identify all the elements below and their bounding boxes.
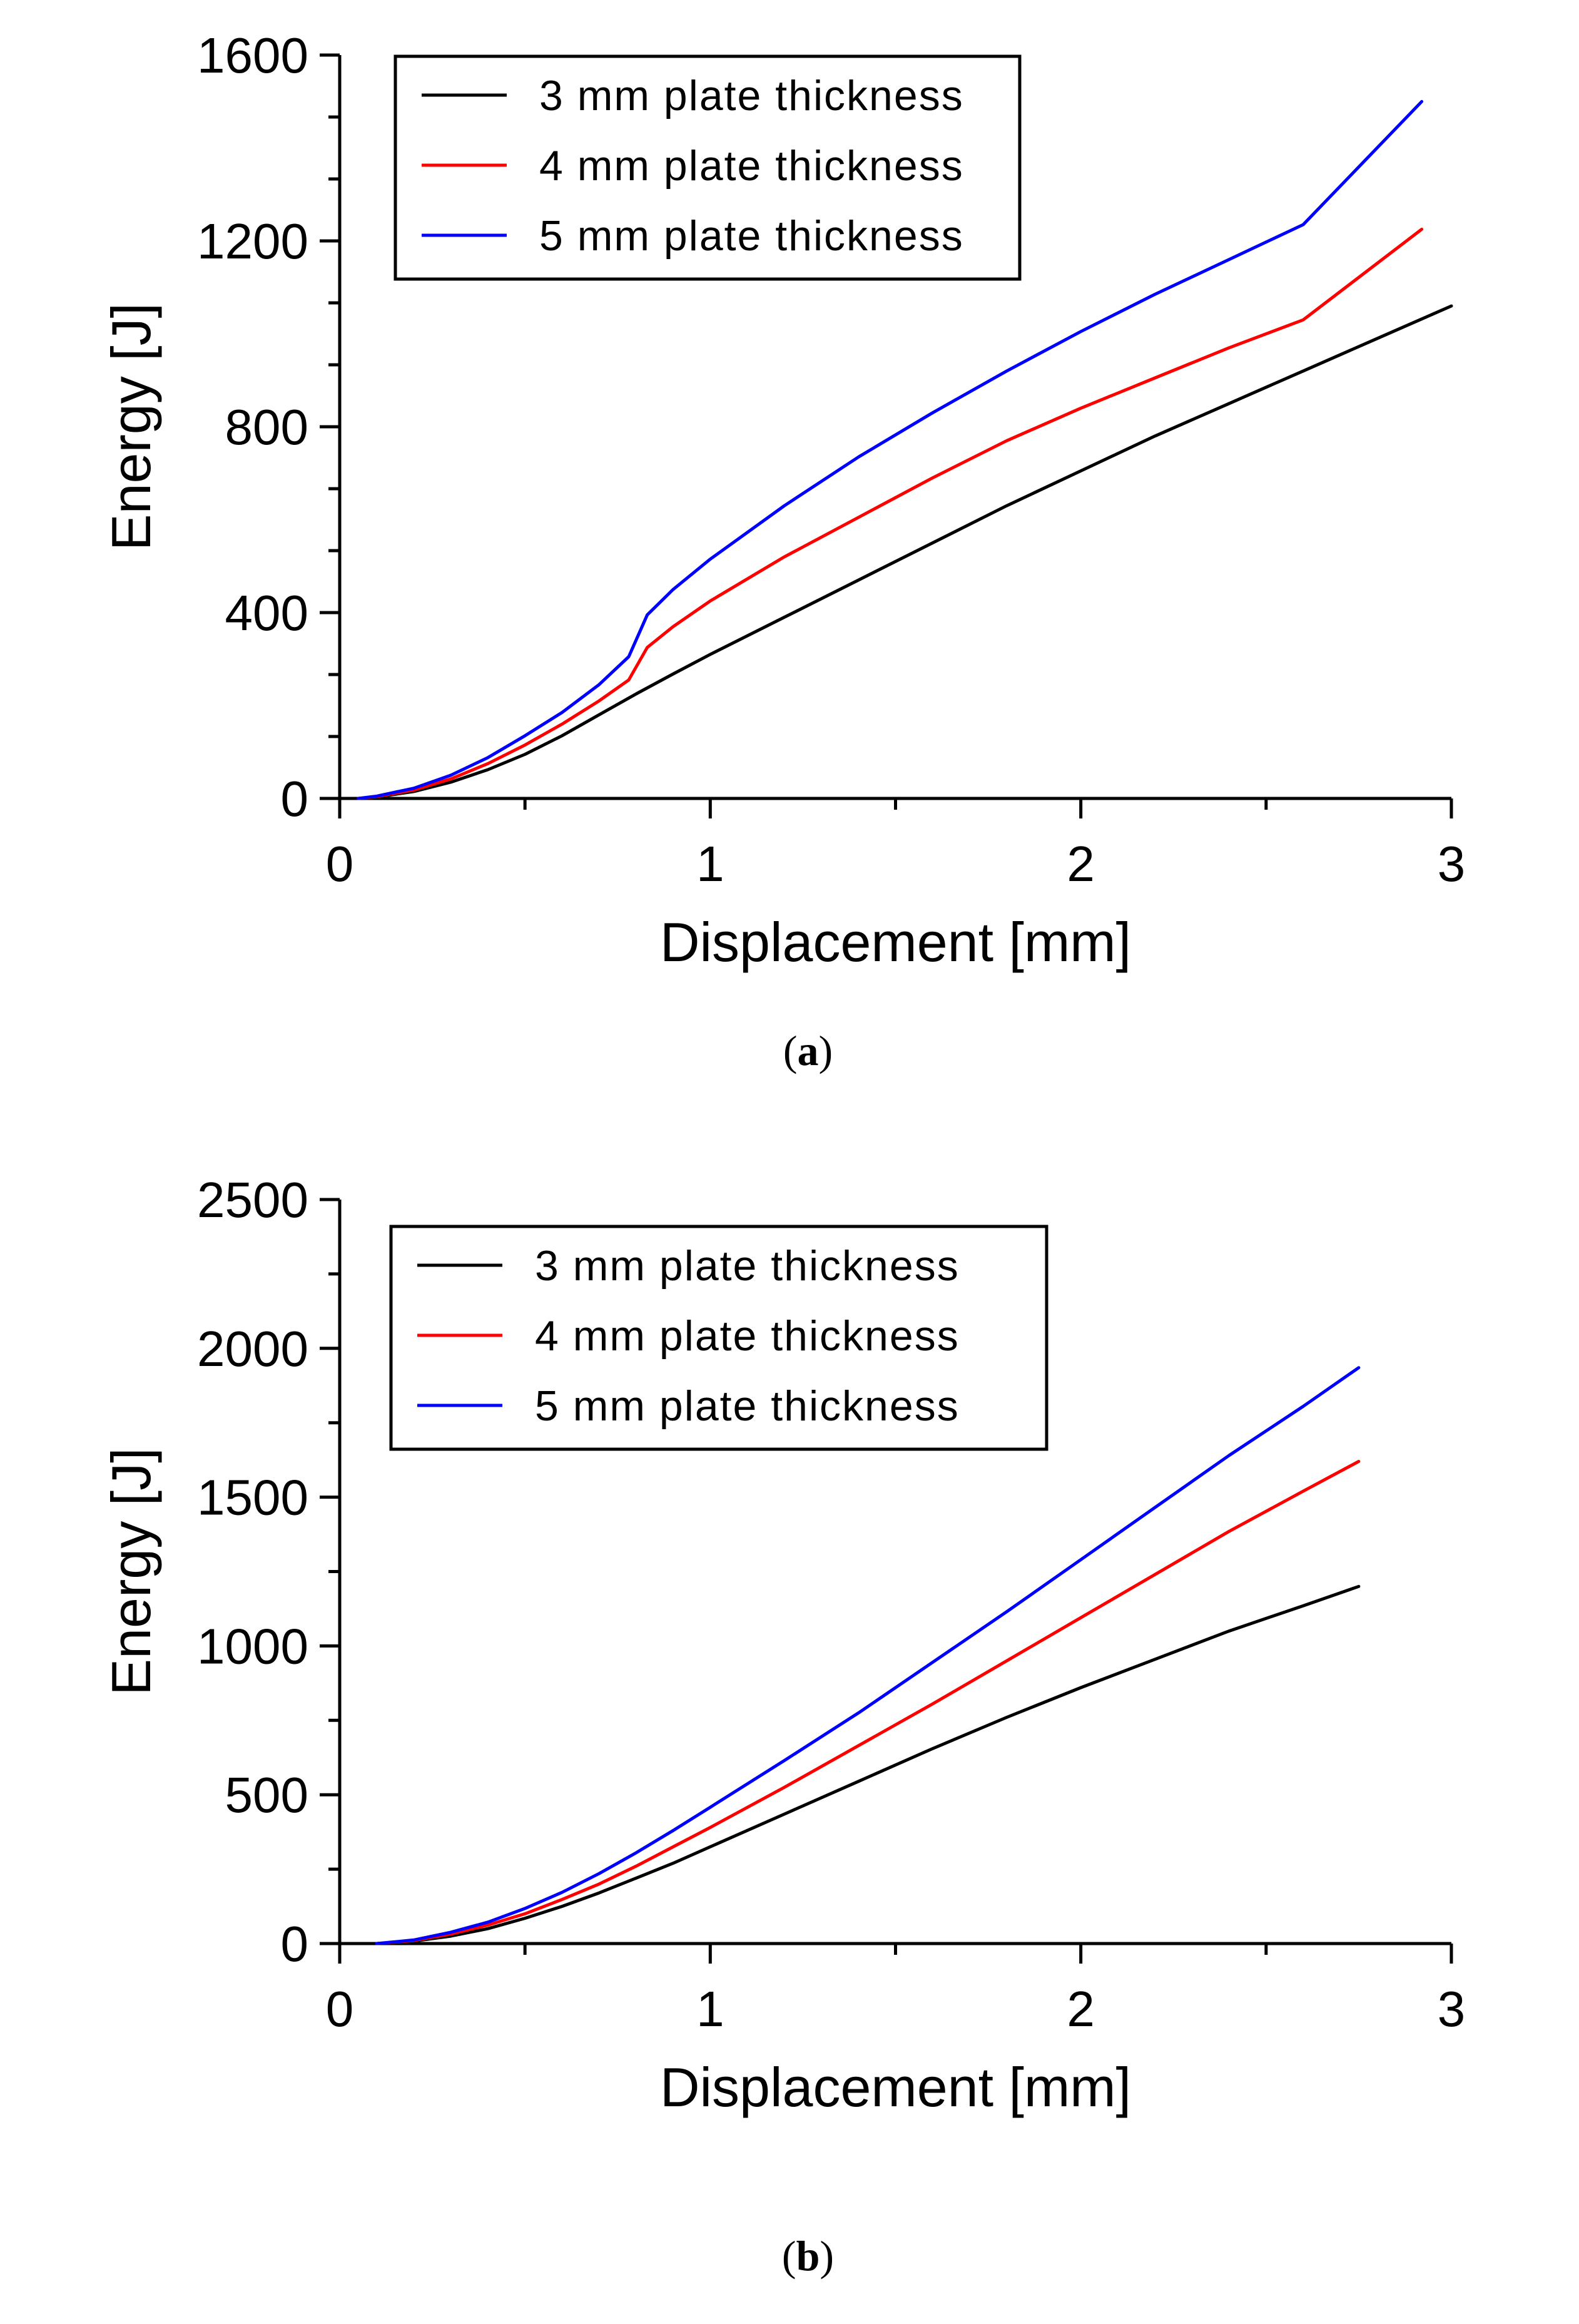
x-tick-label: 3	[1438, 1981, 1466, 2037]
legend: 3 mm plate thickness 4 mm plate thickness…	[389, 1225, 1048, 1451]
series-line-5mm	[375, 1366, 1361, 1945]
y-tick-label: 500	[225, 1767, 308, 1823]
series-line-5mm	[357, 99, 1424, 800]
series-line-4mm	[375, 1460, 1361, 1945]
x-tick-label: 2	[1067, 1981, 1095, 2037]
x-axis-title: Displacement [mm]	[660, 2056, 1131, 2118]
x-tick-label: 2	[1067, 836, 1095, 892]
chart-panel-b: 0 500 1000 1500 2000 2500 0 1 2 3 Displacement [mm…	[100, 1172, 1465, 2280]
series-line-3mm	[375, 1584, 1361, 1945]
y-tick-label: 400	[225, 585, 308, 641]
y-tick-label: 2500	[197, 1172, 308, 1228]
y-tick-label: 0	[281, 771, 309, 827]
y-tick-label: 2000	[197, 1321, 308, 1377]
legend-label: 3 mm plate thickness	[539, 72, 964, 120]
panel-caption: (a)	[783, 1027, 833, 1074]
legend-label: 5 mm plate thickness	[535, 1382, 960, 1430]
legend-label: 4 mm plate thickness	[535, 1312, 960, 1360]
x-tick-label: 0	[326, 836, 354, 892]
y-tick-label: 1500	[197, 1470, 308, 1526]
x-tick-label: 0	[326, 1981, 354, 2037]
chart-panel-a: 0 400 800 1200 1600 0 1 2 3 Displacement [mm] Ener…	[100, 28, 1465, 1074]
legend-box	[389, 1225, 1048, 1451]
series-line-4mm	[357, 227, 1424, 800]
y-axis-title: Energy [J]	[100, 303, 162, 551]
y-tick-label: 1000	[197, 1618, 308, 1674]
legend: 3 mm plate thickness 4 mm plate thickness…	[393, 54, 1022, 281]
panel-caption: (b)	[782, 2232, 834, 2280]
panel-caption-letter: a	[798, 1027, 819, 1074]
legend-box	[393, 54, 1022, 281]
series-line-3mm	[357, 304, 1453, 800]
legend-label: 5 mm plate thickness	[539, 212, 964, 260]
y-tick-label: 800	[225, 399, 308, 455]
y-tick-label: 1200	[197, 213, 308, 269]
x-tick-label: 1	[696, 1981, 724, 2037]
legend-label: 3 mm plate thickness	[535, 1242, 960, 1290]
x-axis-title: Displacement [mm]	[660, 911, 1131, 973]
y-axis-title: Energy [J]	[100, 1447, 162, 1695]
panel-caption-letter: b	[796, 2232, 820, 2280]
y-tick-label: 0	[281, 1916, 309, 1972]
legend-label: 4 mm plate thickness	[539, 142, 964, 190]
x-tick-label: 3	[1438, 836, 1466, 892]
x-tick-label: 1	[696, 836, 724, 892]
y-tick-label: 1600	[197, 28, 308, 83]
